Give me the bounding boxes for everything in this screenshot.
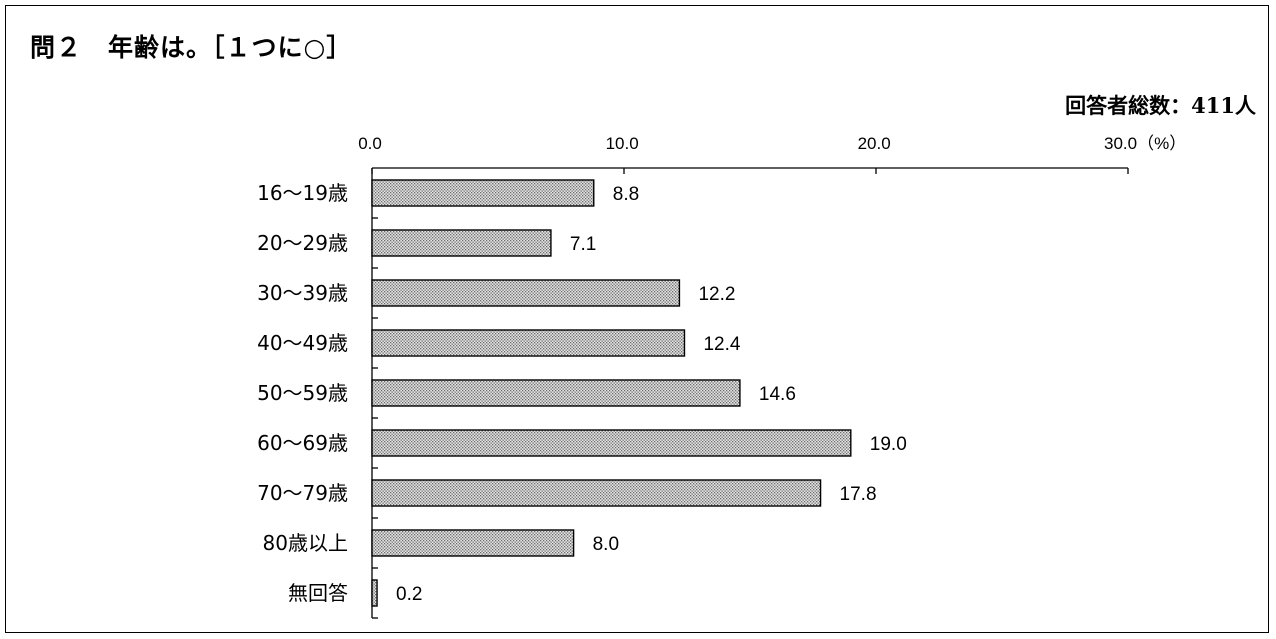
respondent-total: 回答者総数：411人 [1065, 93, 1256, 118]
data-label: 12.4 [703, 334, 740, 355]
x-tick-label: 30.0（%） [1104, 134, 1186, 153]
category-label: 16～19歳 [257, 181, 348, 205]
category-label: 70～79歳 [257, 481, 348, 505]
data-label: 17.8 [840, 484, 877, 505]
bar [371, 429, 852, 457]
x-tick-label: 20.0 [858, 134, 891, 153]
data-label: 19.0 [870, 434, 907, 455]
data-label: 8.8 [613, 184, 639, 205]
category-label: 無回答 [288, 581, 348, 605]
category-label: 50～59歳 [257, 381, 348, 405]
data-label: 0.2 [396, 584, 422, 605]
category-label: 40～49歳 [257, 331, 348, 355]
category-label: 30～39歳 [257, 281, 348, 305]
bar [371, 229, 552, 257]
question-title: 問２ 年齢は。［１つに○］ [30, 33, 353, 62]
bar [371, 329, 686, 357]
category-label: 80歳以上 [263, 531, 348, 555]
x-tick-label: 0.0 [358, 134, 382, 153]
chart-frame [5, 5, 1269, 633]
data-label: 14.6 [759, 384, 796, 405]
data-label: 12.2 [698, 284, 735, 305]
x-tick-label: 10.0 [606, 134, 639, 153]
bar [371, 579, 378, 607]
category-label: 20～29歳 [257, 231, 348, 255]
bar [371, 279, 681, 307]
bar [371, 179, 595, 207]
bar [371, 379, 741, 407]
data-label: 7.1 [570, 234, 596, 255]
bar [371, 529, 575, 557]
x-axis: 0.0 10.0 20.0 30.0（%） [358, 134, 1186, 619]
bar-series: 16～19歳 8.8 20～29歳 7.1 30～39歳 12.2 40～49歳 12.4 50… [257, 179, 907, 607]
data-label: 8.0 [593, 534, 619, 555]
category-label: 60～69歳 [257, 431, 348, 455]
bar [371, 479, 822, 507]
